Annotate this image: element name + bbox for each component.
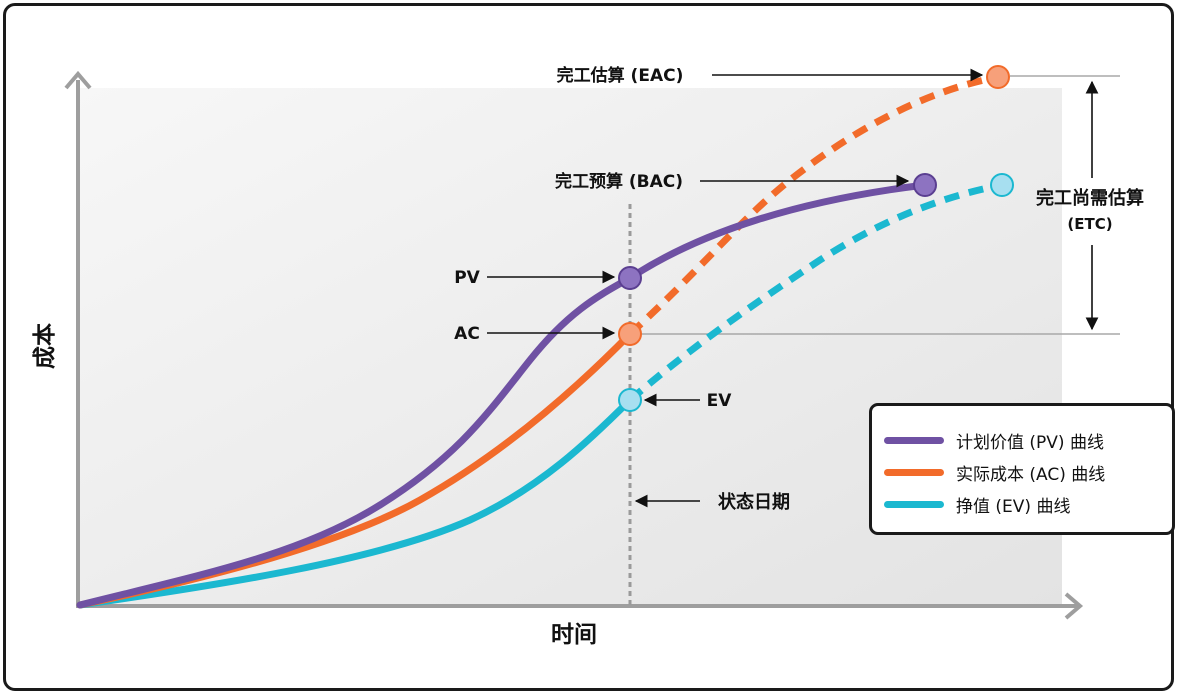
ac-point [618, 322, 642, 346]
etc-label-line2: (ETC) [1067, 215, 1112, 233]
legend-item-pv: 计划价值 (PV) 曲线 [884, 428, 1104, 453]
x-axis-label: 时间 [551, 622, 597, 648]
legend-label-ev: 挣值 (EV) 曲线 [956, 496, 1071, 517]
ac-curve-projected [627, 73, 999, 337]
etc-label-line1: 完工尚需估算 [1036, 187, 1144, 209]
legend-item-ac: 实际成本 (AC) 曲线 [884, 460, 1106, 485]
y-axis-label: 成本 [32, 323, 58, 369]
legend-item-ev: 挣值 (EV) 曲线 [884, 492, 1071, 517]
pv-point [618, 266, 642, 290]
etc-end-point [990, 173, 1014, 197]
ev-curve-solid [76, 396, 634, 609]
legend-swatch-pv [884, 436, 944, 444]
legend-swatch-ac [884, 468, 944, 476]
pv-curve [76, 181, 929, 609]
eac-point [986, 65, 1010, 89]
bac-label: 完工预算 (BAC) [555, 171, 683, 192]
ev-label: EV [707, 391, 733, 411]
legend-swatch-ev [884, 500, 944, 508]
status-date-label: 状态日期 [718, 491, 790, 513]
pv-label: PV [454, 268, 480, 288]
eac-label: 完工估算 (EAC) [557, 65, 684, 86]
y-axis-arrow [64, 70, 92, 90]
x-axis-arrow [1064, 592, 1084, 620]
legend: 计划价值 (PV) 曲线 实际成本 (AC) 曲线 挣值 (EV) 曲线 [869, 403, 1175, 535]
ev-point [618, 388, 642, 412]
ac-label: AC [454, 324, 480, 344]
legend-label-pv: 计划价值 (PV) 曲线 [956, 432, 1104, 453]
bac-point [913, 173, 937, 197]
legend-label-ac: 实际成本 (AC) 曲线 [956, 464, 1106, 485]
ev-curve-projected [627, 181, 1003, 403]
